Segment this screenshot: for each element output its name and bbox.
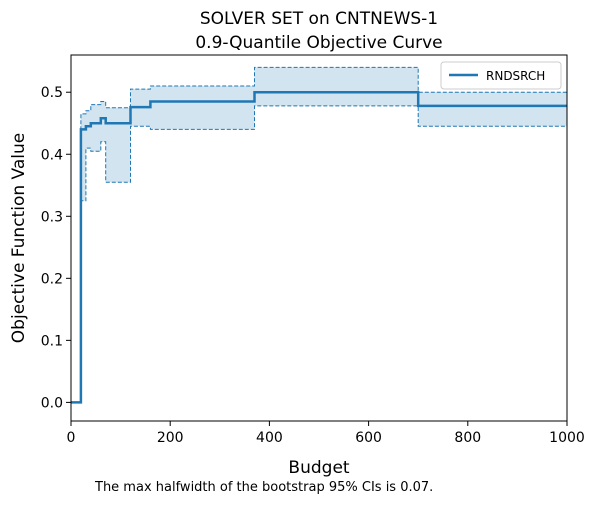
y-tick-label: 0.4 bbox=[41, 147, 63, 163]
x-axis-ticks: 0 200 400 600 800 1000 bbox=[67, 421, 585, 446]
y-tick-label: 0.0 bbox=[41, 395, 63, 411]
legend: RNDSRCH bbox=[440, 61, 562, 90]
y-tick-label: 0.1 bbox=[41, 333, 63, 349]
x-tick-label: 600 bbox=[355, 430, 382, 446]
ci-upper-bound-0 bbox=[71, 66, 567, 403]
legend-box bbox=[440, 61, 562, 90]
y-axis-ticks: 0.0 0.1 0.2 0.3 0.4 0.5 bbox=[41, 85, 71, 411]
x-tick-label: 0 bbox=[67, 430, 76, 446]
x-tick-label: 1000 bbox=[549, 430, 585, 446]
x-tick-label: 800 bbox=[454, 430, 481, 446]
x-tick-label: 200 bbox=[157, 430, 184, 446]
ci-lower-bound-0 bbox=[71, 105, 567, 403]
x-tick-label: 400 bbox=[256, 430, 283, 446]
ci-halfwidth-caption: The max halfwidth of the bootstrap 95% C… bbox=[95, 480, 434, 495]
plot-area-frame bbox=[70, 54, 568, 422]
x-axis-label: Budget bbox=[288, 458, 349, 478]
y-tick-label: 0.5 bbox=[41, 85, 63, 101]
chart-title-line2: 0.9-Quantile Objective Curve bbox=[195, 33, 442, 53]
legend-label-rndsrch: RNDSRCH bbox=[486, 69, 545, 83]
series-line-0 bbox=[71, 90, 567, 404]
series-line-layer bbox=[71, 90, 567, 404]
y-tick-label: 0.3 bbox=[41, 209, 63, 225]
y-tick-label: 0.2 bbox=[41, 271, 63, 287]
chart-title-line1: SOLVER SET on CNTNEWS-1 bbox=[200, 9, 438, 29]
ci-band-fill-0 bbox=[71, 67, 567, 403]
confidence-band-layer bbox=[71, 66, 567, 403]
y-axis-label: Objective Function Value bbox=[9, 133, 29, 343]
